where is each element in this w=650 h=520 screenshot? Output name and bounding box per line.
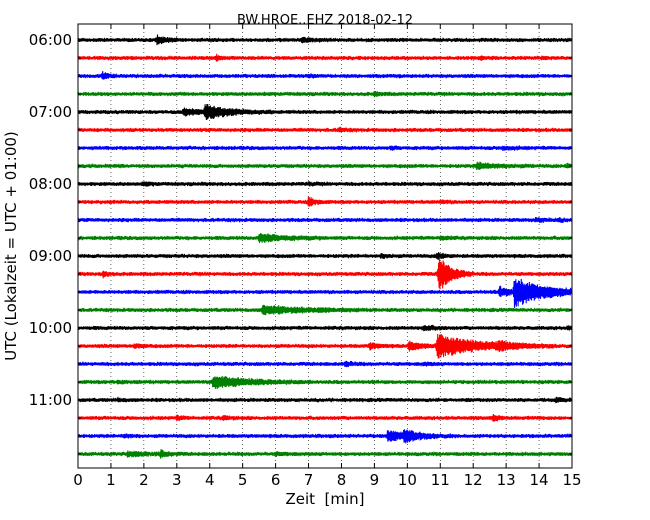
x-tick-label: 7 — [304, 471, 314, 489]
y-tick-label: 09:00 — [29, 247, 72, 265]
trace-1045 — [77, 376, 573, 389]
trace-0700 — [77, 104, 573, 121]
y-tick-label: 08:00 — [29, 175, 72, 193]
y-tick-label: 07:00 — [29, 103, 72, 121]
trace-0615 — [77, 53, 573, 62]
x-axis-ticks: 0 1 2 3 4 5 6 7 8 9 10 11 12 13 14 15 — [73, 24, 582, 489]
x-tick-label: 3 — [172, 471, 182, 489]
trace-1000 — [77, 324, 573, 332]
trace-1130 — [77, 429, 573, 444]
y-axis-ticks: 06:00 07:00 08:00 09:00 10:00 11:00 — [29, 31, 572, 455]
x-tick-label: 5 — [238, 471, 248, 489]
y-tick-label: 10:00 — [29, 319, 72, 337]
trace-1115 — [77, 413, 573, 422]
trace-0645 — [77, 90, 573, 98]
trace-0945 — [77, 304, 573, 316]
y-tick-label: 06:00 — [29, 31, 72, 49]
x-tick-label: 11 — [431, 471, 450, 489]
x-tick-label: 1 — [106, 471, 116, 489]
trace-1145 — [77, 449, 573, 459]
trace-0630 — [77, 71, 573, 80]
trace-0715 — [77, 126, 573, 133]
y-axis-label: UTC (Lokalzeit = UTC + 01:00) — [2, 131, 20, 361]
x-tick-label: 14 — [530, 471, 549, 489]
trace-1015 — [77, 334, 573, 359]
x-tick-label: 12 — [464, 471, 483, 489]
trace-0815 — [77, 196, 573, 207]
plot-frame — [77, 23, 573, 469]
x-tick-label: 8 — [337, 471, 347, 489]
chart-title: BW.HROE..EHZ 2018-02-12 — [237, 13, 413, 28]
trace-0600 — [77, 34, 573, 46]
x-tick-label: 10 — [398, 471, 417, 489]
trace-0930 — [77, 279, 573, 308]
x-tick-label: 15 — [562, 471, 581, 489]
trace-1030 — [77, 360, 573, 368]
x-tick-label: 6 — [271, 471, 281, 489]
trace-0800 — [77, 181, 573, 187]
seismic-traces — [77, 34, 573, 459]
trace-0845 — [77, 232, 573, 244]
x-axis-label: Zeit [min] — [285, 490, 364, 508]
x-tick-label: 9 — [370, 471, 380, 489]
x-tick-label: 2 — [139, 471, 149, 489]
trace-1100 — [77, 396, 573, 404]
trace-0915 — [77, 257, 573, 290]
x-tick-label: 0 — [73, 471, 83, 489]
x-tick-label: 13 — [497, 471, 516, 489]
trace-0745 — [77, 161, 573, 171]
trace-0900 — [77, 252, 573, 261]
y-tick-label: 11:00 — [29, 391, 72, 409]
trace-0730 — [77, 145, 573, 152]
trace-0830 — [77, 216, 573, 223]
x-tick-label: 4 — [205, 471, 215, 489]
